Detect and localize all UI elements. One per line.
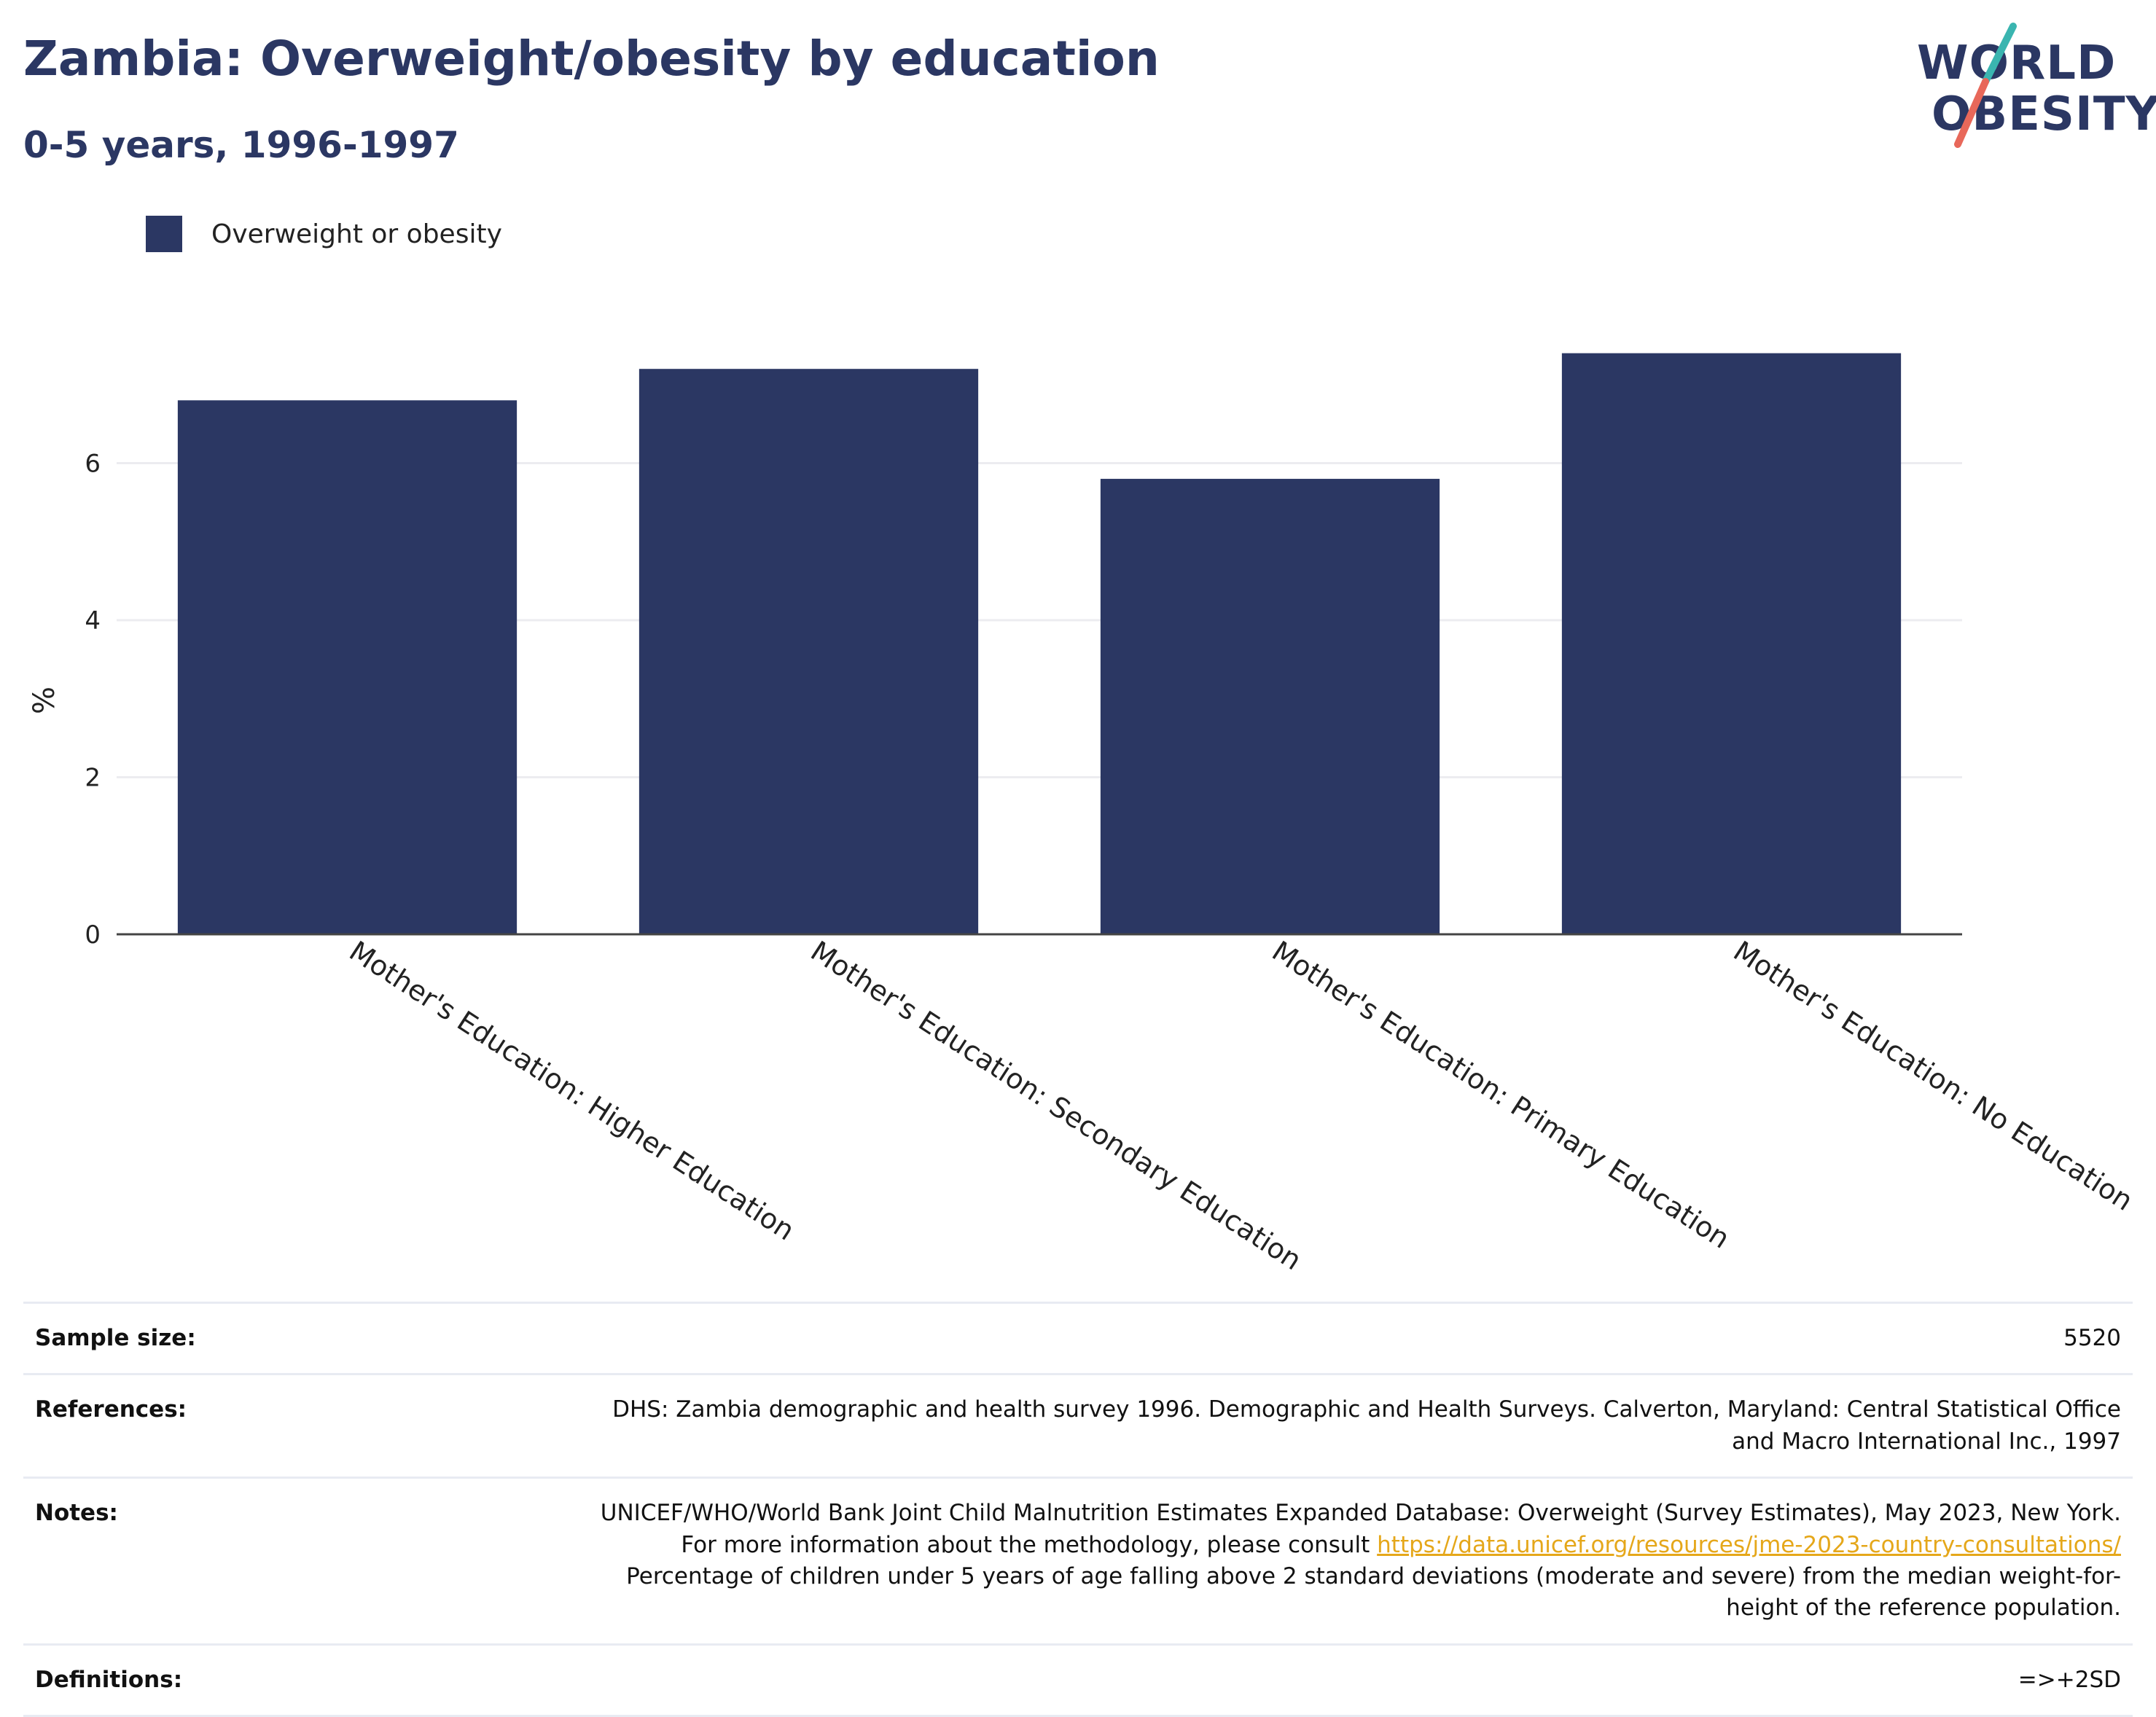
legend-label: Overweight or obesity <box>211 219 502 249</box>
notes-value: UNICEF/WHO/World Bank Joint Child Malnut… <box>557 1477 2133 1646</box>
references-label: References: <box>23 1373 557 1479</box>
notes-label: Notes: <box>23 1477 557 1646</box>
y-tick-label: 4 <box>85 606 101 635</box>
sample-size-value: 5520 <box>557 1301 2133 1376</box>
y-tick-label: 6 <box>85 450 101 479</box>
notes-row: Notes: UNICEF/WHO/World Bank Joint Child… <box>23 1477 2133 1646</box>
notes-text-after: Percentage of children under 5 years of … <box>626 1562 2121 1622</box>
references-row: References: DHS: Zambia demographic and … <box>23 1373 2133 1479</box>
sample-size-row: Sample size: 5520 <box>23 1301 2133 1376</box>
page-title: Zambia: Overweight/obesity by education <box>23 31 1160 87</box>
definitions-row: Definitions: =>+2SD <box>23 1643 2133 1717</box>
sample-size-label: Sample size: <box>23 1301 557 1376</box>
bar <box>1100 479 1440 934</box>
chart-legend[interactable]: Overweight or obesity <box>146 216 502 252</box>
logo-slash-icon <box>1954 23 2017 148</box>
definitions-label: Definitions: <box>23 1643 557 1717</box>
references-value: DHS: Zambia demographic and health surve… <box>557 1373 2133 1479</box>
bar <box>177 400 517 934</box>
x-tick-label: Mother's Education: No Education <box>1728 935 2139 1217</box>
info-table: Sample size: 5520 References: DHS: Zambi… <box>23 1301 2133 1717</box>
x-tick-label: Mother's Education: Secondary Education <box>805 935 1308 1277</box>
bar <box>638 369 979 934</box>
legend-swatch <box>146 216 182 252</box>
page-subtitle: 0-5 years, 1996-1997 <box>23 124 459 166</box>
bar-chart: 0 2 4 6% Mother's Education: Higher Educatio… <box>28 353 2139 1277</box>
x-tick-label: Mother's Education: Primary Education <box>1267 935 1735 1255</box>
notes-text-before: UNICEF/WHO/World Bank Joint Child Malnut… <box>600 1500 2121 1558</box>
x-tick-label: Mother's Education: Higher Education <box>344 935 800 1247</box>
y-tick-label: 2 <box>85 764 101 793</box>
world-obesity-logo: WORLD OBESITY <box>1895 20 2156 159</box>
y-tick-label: 0 <box>85 920 101 950</box>
notes-link[interactable]: https://data.unicef.org/resources/jme-20… <box>1377 1531 2121 1558</box>
definitions-value: =>+2SD <box>557 1643 2133 1717</box>
y-axis-label: % <box>28 687 61 714</box>
bar <box>1561 353 1902 934</box>
logo-line-1: WORLD <box>1917 36 2117 90</box>
